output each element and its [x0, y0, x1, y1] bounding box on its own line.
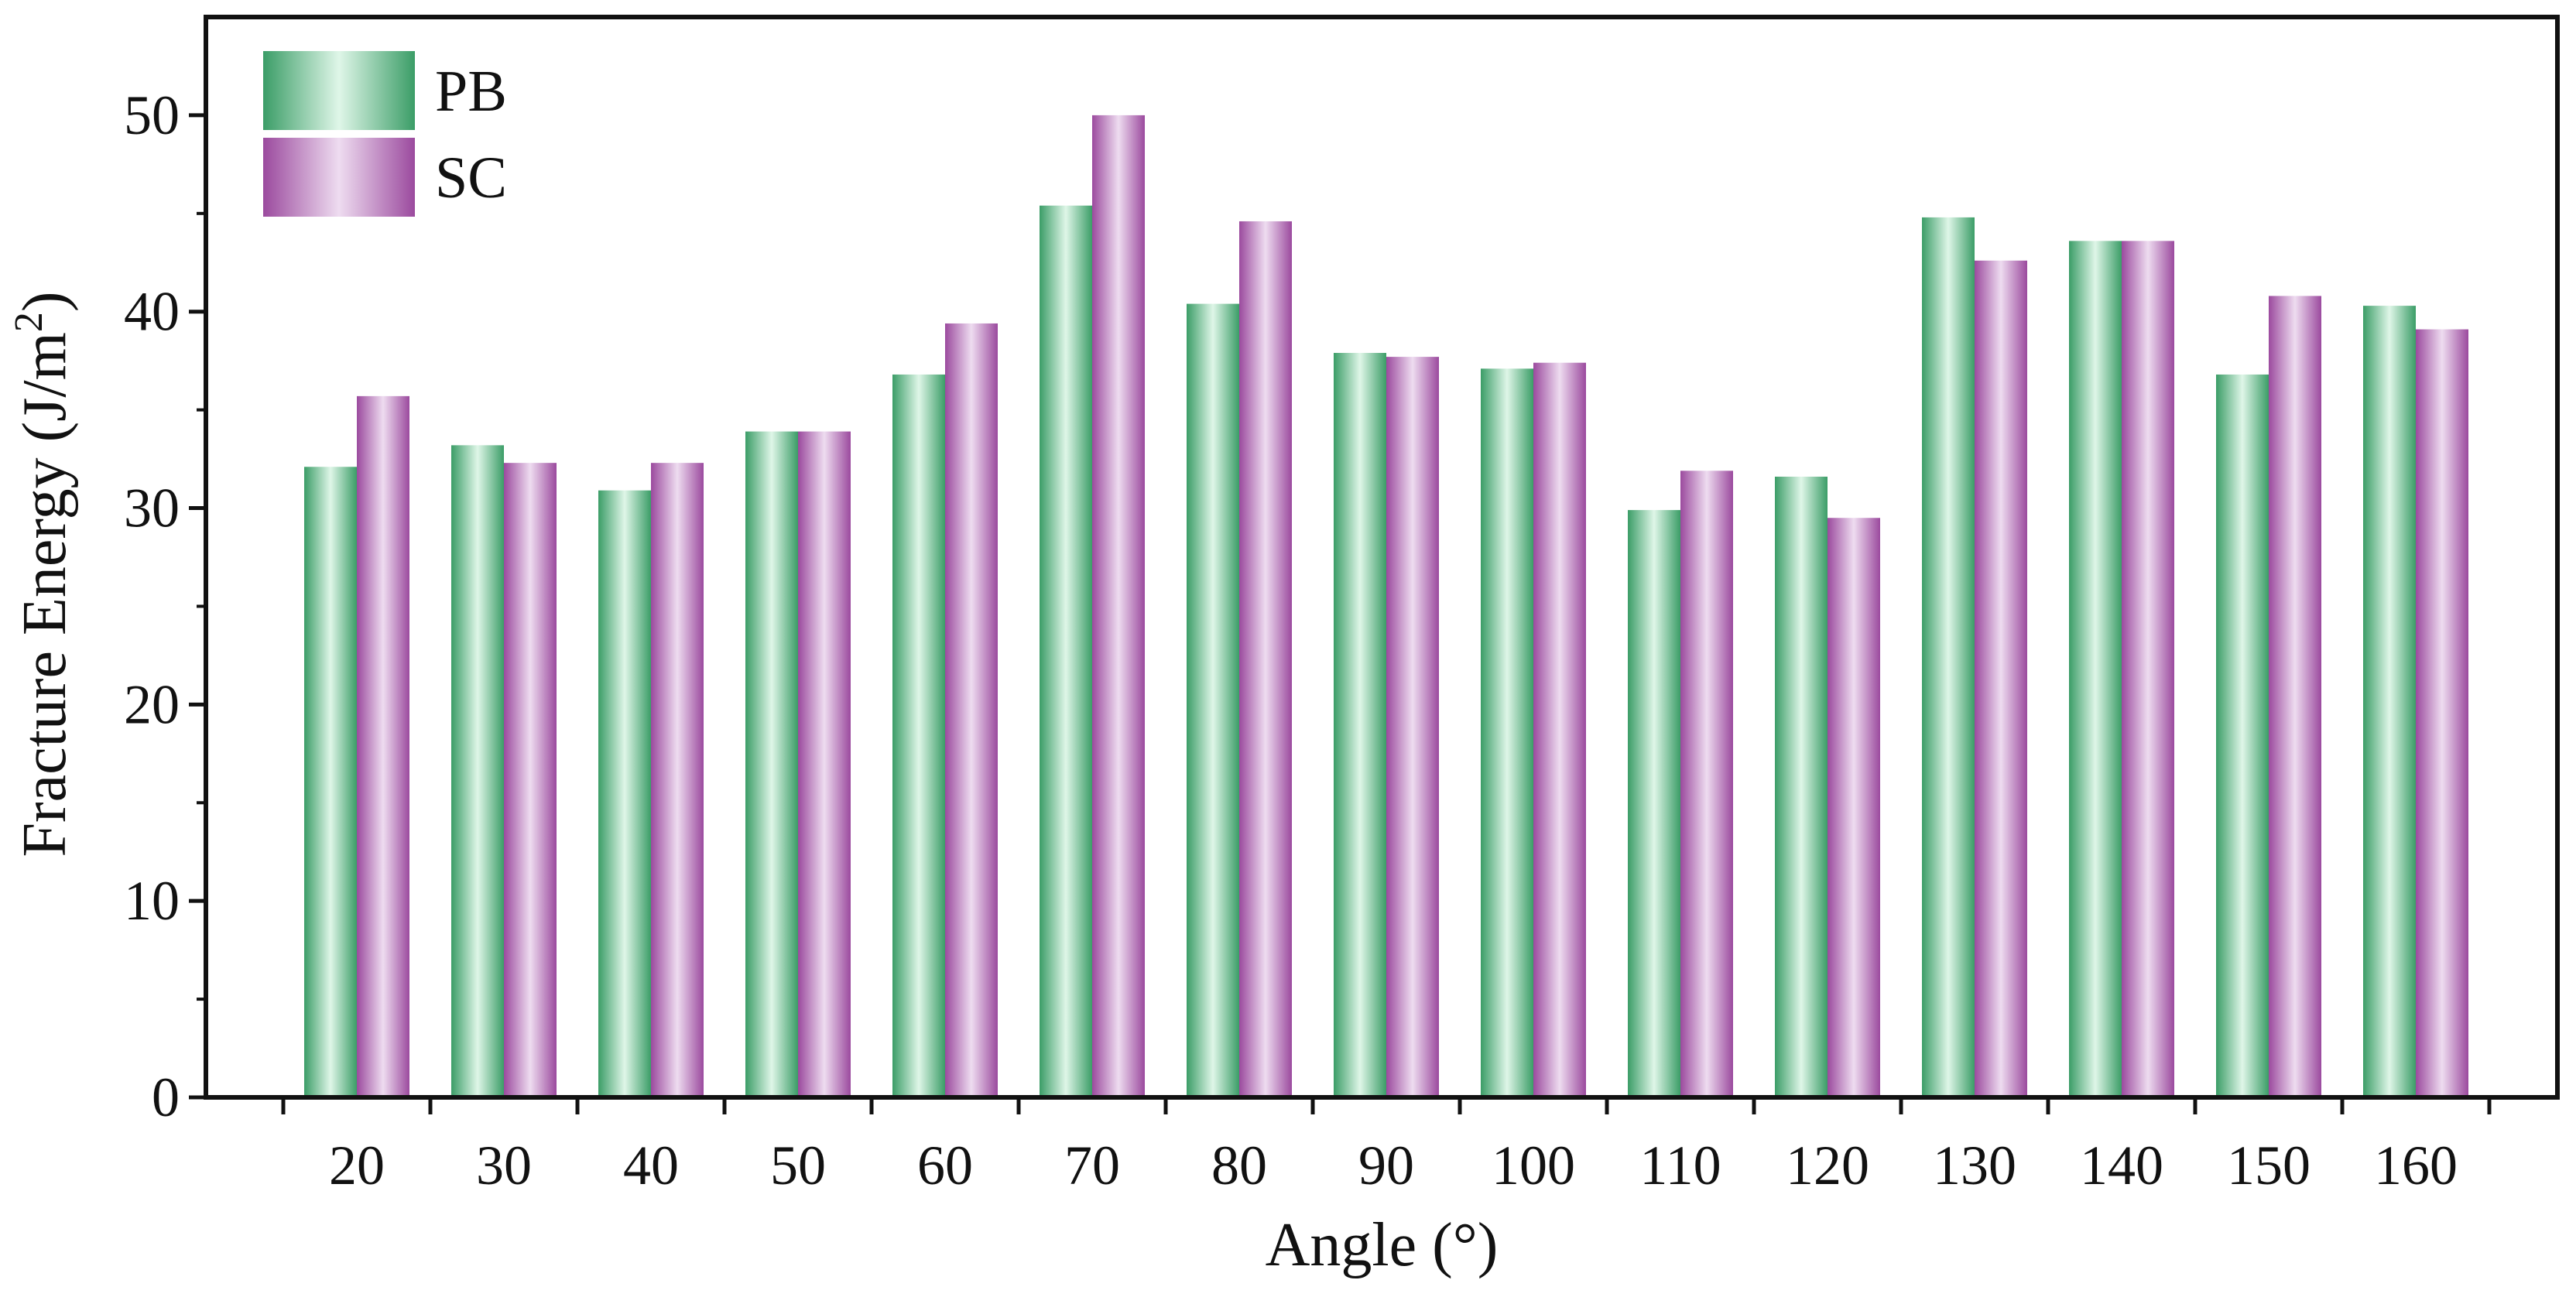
x-tick-label: 120 — [1786, 1135, 1869, 1196]
bar-pb-100 — [1481, 368, 1533, 1097]
bar-pb-110 — [1628, 510, 1680, 1097]
bar-pb-50 — [745, 431, 798, 1097]
bar-pb-120 — [1775, 476, 1828, 1097]
y-tick-label: 0 — [152, 1066, 180, 1128]
bar-sc-120 — [1828, 518, 1880, 1097]
x-tick-label: 50 — [770, 1135, 826, 1196]
x-tick-label: 20 — [329, 1135, 385, 1196]
bar-sc-140 — [2122, 241, 2174, 1097]
y-axis-title-superscript: 2 — [7, 312, 51, 332]
bar-sc-40 — [651, 463, 704, 1097]
bar-sc-100 — [1533, 362, 1586, 1098]
x-tick-label: 60 — [917, 1135, 973, 1196]
legend-label-pb: PB — [435, 59, 507, 124]
x-tick-label: 140 — [2080, 1135, 2163, 1196]
x-tick-label: 100 — [1492, 1135, 1575, 1196]
y-axis-title-main: Fracture Energy (J/m — [11, 332, 79, 857]
bar-sc-110 — [1680, 471, 1733, 1097]
x-tick-label: 40 — [623, 1135, 679, 1196]
bars-layer — [304, 115, 2468, 1098]
y-axis-title-close: ) — [11, 292, 79, 313]
x-tick-label: 130 — [1933, 1135, 2016, 1196]
bar-pb-140 — [2069, 241, 2122, 1097]
x-tick-label: 80 — [1211, 1135, 1267, 1196]
bar-sc-160 — [2416, 329, 2468, 1097]
y-tick-label: 20 — [124, 673, 180, 735]
legend-swatch-pb — [263, 51, 415, 130]
x-tick-label: 90 — [1358, 1135, 1414, 1196]
bar-pb-150 — [2216, 374, 2269, 1097]
bar-pb-80 — [1187, 303, 1239, 1097]
bar-pb-130 — [1922, 217, 1975, 1097]
x-tick-label: 110 — [1639, 1135, 1721, 1196]
x-tick-label: 70 — [1064, 1135, 1120, 1196]
legend-swatch-sc — [263, 138, 415, 217]
bar-pb-90 — [1334, 353, 1386, 1098]
x-axis: 20 30 40 50 60 70 80 90 100 110 120 130 140 150 160 — [281, 1097, 2492, 1196]
bar-sc-70 — [1092, 115, 1145, 1098]
legend-label-sc: SC — [435, 145, 507, 210]
bar-pb-160 — [2363, 306, 2416, 1097]
bar-sc-30 — [504, 463, 557, 1097]
x-tick-label: 160 — [2374, 1135, 2458, 1196]
bar-pb-40 — [598, 490, 651, 1097]
bar-sc-60 — [945, 323, 998, 1097]
bar-sc-80 — [1239, 221, 1292, 1097]
bar-sc-50 — [798, 431, 851, 1097]
bar-pb-20 — [304, 467, 357, 1097]
x-tick-label: 30 — [476, 1135, 532, 1196]
bar-pb-60 — [892, 374, 945, 1097]
y-tick-label: 40 — [124, 281, 180, 343]
plot-frame — [204, 15, 2560, 1100]
bar-sc-90 — [1386, 357, 1439, 1097]
y-tick-label: 50 — [124, 84, 180, 146]
bar-pb-30 — [451, 445, 504, 1097]
bar-sc-20 — [357, 395, 409, 1097]
y-axis: 0 10 20 30 40 50 — [124, 84, 206, 1128]
x-axis-title: Angle (°) — [1266, 1211, 1499, 1279]
bar-sc-150 — [2269, 296, 2321, 1097]
bar-pb-70 — [1040, 205, 1092, 1097]
y-tick-label: 30 — [124, 477, 180, 539]
bar-sc-130 — [1975, 260, 2027, 1097]
y-axis-title: Fracture Energy (J/m2) — [7, 292, 79, 857]
legend: PB SC — [263, 51, 507, 217]
x-tick-label: 150 — [2227, 1135, 2311, 1196]
y-tick-label: 10 — [124, 870, 180, 932]
